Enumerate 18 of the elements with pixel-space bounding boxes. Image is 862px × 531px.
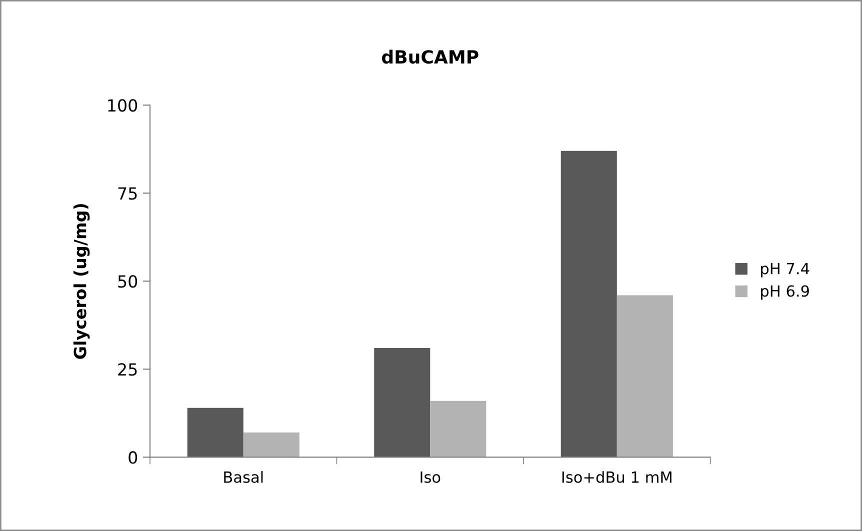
bar [243,432,300,458]
x-tick-label: Iso [420,472,440,483]
x-tick-label: Basal [224,471,263,483]
bar [374,348,430,458]
legend-label: pH 6.9 [761,285,809,300]
y-tick-label: 100 [108,99,138,112]
chart-title: dBuCAMP [382,50,478,64]
y-tick-label: 0 [128,451,138,464]
bar [430,400,486,458]
y-axis-title: Glycerol (ug/mg) [73,204,90,359]
bar [560,150,617,458]
bar [616,295,673,458]
y-tick-label: 75 [118,187,137,200]
y-tick-label: 50 [118,275,138,288]
y-tick-label: 25 [118,363,137,376]
bar [187,408,244,458]
x-tick-label: Iso+dBu 1 mM [562,471,672,483]
legend-label: pH 7.4 [761,263,810,278]
